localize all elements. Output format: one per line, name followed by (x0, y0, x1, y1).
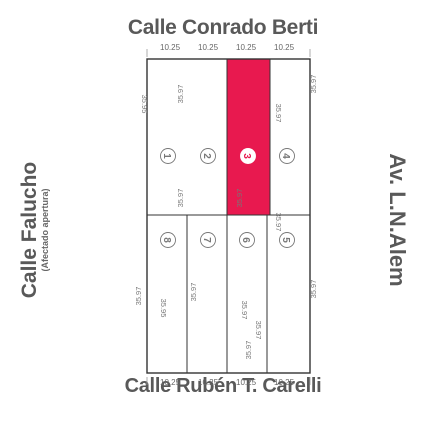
block-outline (146, 58, 311, 374)
frontage-top: 10.25 10.25 10.25 10.25 (160, 43, 295, 52)
selected-lot-area[interactable] (227, 59, 270, 215)
lot-marker-6[interactable]: 6 (239, 232, 255, 248)
depth-label: 35.97 (244, 341, 253, 360)
lot-marker-3[interactable]: 3 (240, 148, 256, 164)
lot-marker-1[interactable]: 1 (160, 148, 176, 164)
frontage-bottom-label: 10.25 (198, 378, 219, 387)
lot-number: 3 (241, 153, 252, 159)
depth-label: 35.97 (274, 213, 283, 232)
lot-number: 4 (280, 153, 291, 159)
lot-marker-5[interactable]: 5 (279, 232, 295, 248)
frontage-bottom-label: 10.25 (160, 378, 181, 387)
depth-label: 35.97 (240, 301, 249, 320)
depth-labels: 35.95 35.97 35.95 35.97 35.97 35.97 35.9… (134, 75, 318, 360)
frontage-top-label: 10.25 (236, 43, 257, 52)
frontage-bottom: 10.25 10.25 10.25 10.25 (160, 378, 295, 387)
depth-label: 35.97 (309, 75, 318, 94)
lot-marker-7[interactable]: 7 (200, 232, 216, 248)
lot-number: 1 (161, 153, 172, 159)
frontage-bottom-label: 10.25 (236, 378, 257, 387)
frontage-top-label: 10.25 (160, 43, 181, 52)
lot-marker-2[interactable]: 2 (200, 148, 216, 164)
frontage-bottom-label: 10.25 (274, 378, 295, 387)
lot-number: 2 (201, 153, 212, 159)
lot-marker-4[interactable]: 4 (279, 148, 295, 164)
frontage-top-label: 10.25 (274, 43, 295, 52)
lot-markers: 1 2 3 4 5 6 7 8 (160, 148, 295, 248)
depth-label: 35.97 (189, 283, 198, 302)
street-bottom: Calle Rubén T. Carelli (124, 375, 322, 397)
street-top: Calle Conrado Berti (127, 16, 319, 39)
depth-label: 35.97 (254, 321, 263, 340)
frontage-top-label: 10.25 (198, 43, 219, 52)
depth-label: 35.95 (159, 299, 168, 318)
depth-label: 35.97 (176, 85, 185, 104)
lot-number: 7 (201, 237, 212, 243)
depth-label: 35.97 (176, 189, 185, 208)
depth-label: 35.97 (274, 104, 283, 123)
depth-label: 35.95 (140, 95, 149, 114)
lot-marker-8[interactable]: 8 (160, 232, 176, 248)
depth-label: 35.97 (309, 280, 318, 299)
depth-label: 35.97 (235, 189, 244, 208)
lot-number: 8 (161, 237, 172, 243)
frontage-ticks (146, 49, 311, 385)
lot-number: 6 (240, 237, 251, 243)
depth-label: 35.97 (134, 287, 143, 306)
lot-number: 5 (280, 237, 291, 243)
